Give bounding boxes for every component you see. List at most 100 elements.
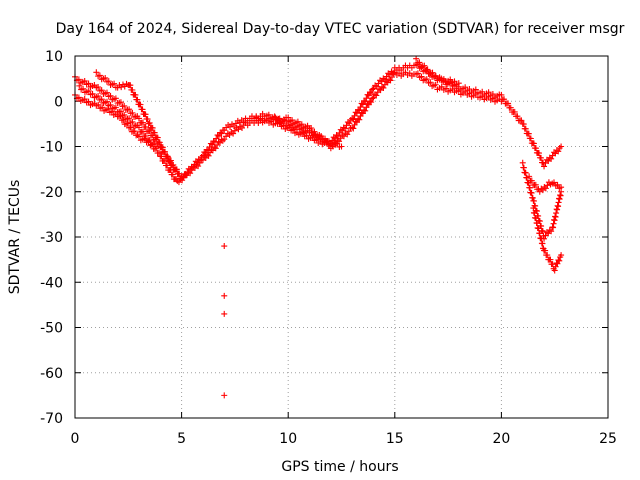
data-point xyxy=(80,85,87,92)
data-point xyxy=(369,95,376,102)
data-point xyxy=(103,89,110,96)
data-point xyxy=(221,243,228,250)
data-point xyxy=(183,172,190,179)
data-point xyxy=(414,70,421,77)
data-point xyxy=(507,104,514,111)
data-point xyxy=(289,117,296,124)
data-point xyxy=(95,101,102,108)
data-point xyxy=(440,76,447,83)
data-point xyxy=(498,98,505,105)
data-point xyxy=(550,179,557,186)
series-track-b xyxy=(76,69,505,186)
data-point xyxy=(466,90,473,97)
data-point xyxy=(212,145,219,152)
grid-lines xyxy=(75,56,608,418)
data-point xyxy=(127,124,134,131)
data-point xyxy=(537,154,544,161)
y-tick-label: 10 xyxy=(45,49,63,65)
data-point xyxy=(286,124,293,131)
data-point xyxy=(298,121,305,128)
data-point xyxy=(124,120,131,127)
data-point xyxy=(112,104,119,111)
data-point xyxy=(309,133,316,140)
data-point xyxy=(514,113,521,120)
data-point xyxy=(191,165,198,172)
data-point xyxy=(85,87,92,94)
data-point xyxy=(547,256,554,263)
data-point xyxy=(153,143,160,150)
data-point xyxy=(146,119,153,126)
data-point xyxy=(221,292,228,299)
data-point xyxy=(108,108,115,115)
data-point xyxy=(427,79,434,86)
data-point xyxy=(518,117,525,124)
data-point xyxy=(156,139,163,146)
data-point xyxy=(536,188,543,195)
data-point xyxy=(102,74,109,81)
y-tick-label: -10 xyxy=(40,140,63,156)
data-point xyxy=(423,76,430,83)
data-point xyxy=(548,155,555,162)
data-point xyxy=(413,55,420,62)
data-point xyxy=(520,121,527,128)
data-point xyxy=(424,66,431,73)
series-track-g xyxy=(526,173,565,195)
data-point xyxy=(195,163,202,170)
data-point xyxy=(93,69,100,76)
data-point xyxy=(294,118,301,125)
data-point xyxy=(346,120,353,127)
data-point xyxy=(142,123,149,130)
data-point xyxy=(522,125,529,132)
data-point xyxy=(528,177,535,184)
data-point xyxy=(146,137,153,144)
data-point xyxy=(380,84,387,91)
data-point xyxy=(103,98,110,105)
data-point xyxy=(526,184,533,191)
data-point xyxy=(356,116,363,123)
data-point xyxy=(139,106,146,113)
data-point xyxy=(308,124,315,131)
data-point xyxy=(169,162,176,169)
data-point xyxy=(416,59,423,66)
data-point xyxy=(551,267,558,274)
series-track-f xyxy=(413,55,462,88)
data-point xyxy=(539,187,546,194)
data-point xyxy=(350,125,357,132)
data-point xyxy=(121,111,128,118)
data-point xyxy=(257,116,264,123)
data-point xyxy=(146,128,153,135)
data-point xyxy=(530,140,537,147)
data-point xyxy=(442,85,449,92)
data-point xyxy=(532,181,539,188)
data-point xyxy=(462,88,469,95)
data-point xyxy=(449,86,456,93)
data-point xyxy=(532,145,539,152)
data-point xyxy=(432,81,439,88)
data-point xyxy=(218,130,225,137)
data-point xyxy=(299,129,306,136)
data-point xyxy=(519,159,526,166)
chart-title: Day 164 of 2024, Sidereal Day-to-day VTE… xyxy=(56,21,625,37)
data-point xyxy=(528,189,535,196)
data-point xyxy=(161,149,168,156)
data-point xyxy=(535,150,542,157)
plot-frame xyxy=(74,55,609,419)
data-point xyxy=(489,95,496,102)
data-point xyxy=(268,118,275,125)
data-point xyxy=(327,140,334,147)
data-point xyxy=(105,78,112,85)
data-point xyxy=(89,90,96,97)
data-point xyxy=(542,247,549,254)
data-point xyxy=(96,72,103,79)
data-point xyxy=(387,77,394,84)
data-point xyxy=(472,91,479,98)
data-point xyxy=(149,124,156,131)
data-point xyxy=(173,166,180,173)
data-point xyxy=(155,149,162,156)
data-point xyxy=(117,99,124,106)
data-points xyxy=(72,55,565,399)
data-point xyxy=(455,88,462,95)
data-point xyxy=(438,83,445,90)
data-point xyxy=(280,122,287,129)
